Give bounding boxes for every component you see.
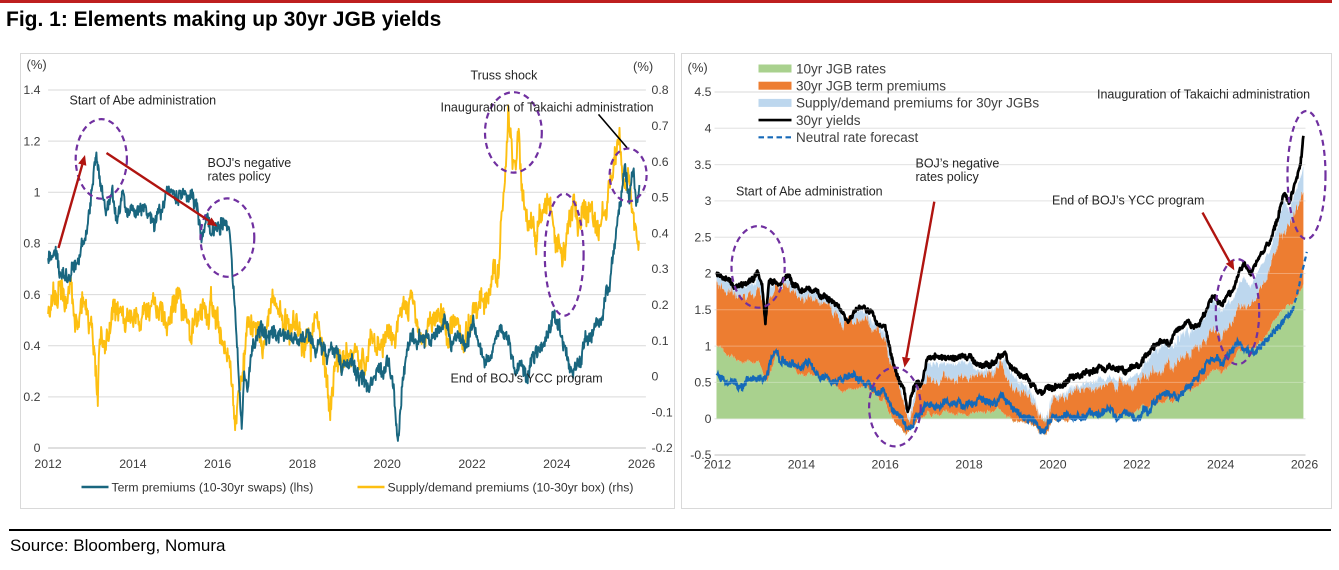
svg-text:1: 1 <box>33 186 40 200</box>
svg-text:0: 0 <box>33 441 40 455</box>
svg-text:Term premiums (10-30yr swaps): Term premiums (10-30yr swaps) (lhs) <box>111 481 313 495</box>
svg-text:3.5: 3.5 <box>694 158 711 172</box>
svg-text:(%): (%) <box>26 57 46 72</box>
svg-text:rates policy: rates policy <box>207 170 271 184</box>
svg-text:2018: 2018 <box>288 457 316 471</box>
svg-text:1.5: 1.5 <box>694 303 711 317</box>
svg-text:0.8: 0.8 <box>23 237 40 251</box>
svg-text:1.4: 1.4 <box>23 83 40 97</box>
svg-text:2022: 2022 <box>458 457 486 471</box>
svg-text:0.1: 0.1 <box>651 334 668 348</box>
svg-text:BOJ’s negative: BOJ’s negative <box>915 157 999 171</box>
svg-text:0.6: 0.6 <box>23 288 40 302</box>
svg-text:2012: 2012 <box>34 457 62 471</box>
svg-text:0.8: 0.8 <box>651 83 668 97</box>
svg-text:0.7: 0.7 <box>651 119 668 133</box>
svg-text:-0.1: -0.1 <box>651 405 672 419</box>
svg-text:0: 0 <box>704 412 711 426</box>
svg-text:(%): (%) <box>687 60 707 75</box>
svg-text:0.2: 0.2 <box>23 390 40 404</box>
svg-text:-0.5: -0.5 <box>690 448 711 462</box>
svg-text:Inauguration of Takaichi admin: Inauguration of Takaichi administration <box>1097 88 1310 102</box>
svg-text:Inauguration of Takaichi admin: Inauguration of Takaichi administration <box>440 101 653 115</box>
svg-text:2016: 2016 <box>204 457 232 471</box>
svg-text:2026: 2026 <box>1290 458 1318 472</box>
svg-text:3: 3 <box>704 194 711 208</box>
svg-text:2.5: 2.5 <box>694 230 711 244</box>
svg-text:-0.2: -0.2 <box>651 441 672 455</box>
svg-text:10yr JGB rates: 10yr JGB rates <box>796 61 886 76</box>
svg-text:4: 4 <box>704 122 711 136</box>
svg-text:Supply/demand premiums for 30y: Supply/demand premiums for 30yr JGBs <box>796 96 1039 111</box>
svg-text:1: 1 <box>704 339 711 353</box>
svg-text:4.5: 4.5 <box>694 85 711 99</box>
svg-text:30yr yields: 30yr yields <box>796 113 861 128</box>
svg-text:0.5: 0.5 <box>694 376 711 390</box>
svg-text:2018: 2018 <box>955 458 983 472</box>
svg-text:0.4: 0.4 <box>23 339 40 353</box>
svg-text:2020: 2020 <box>1039 458 1067 472</box>
svg-text:Neutral rate forecast: Neutral rate forecast <box>796 130 919 145</box>
svg-text:2026: 2026 <box>627 457 655 471</box>
svg-text:Truss shock: Truss shock <box>470 69 538 83</box>
svg-text:0.4: 0.4 <box>651 226 668 240</box>
svg-text:2022: 2022 <box>1123 458 1151 472</box>
svg-text:0.2: 0.2 <box>651 298 668 312</box>
svg-text:End of BOJ’s YCC program: End of BOJ’s YCC program <box>1052 194 1204 208</box>
svg-text:(%): (%) <box>633 59 653 74</box>
svg-text:2020: 2020 <box>373 457 401 471</box>
svg-text:0: 0 <box>651 370 658 384</box>
svg-text:2014: 2014 <box>787 458 815 472</box>
svg-text:0.5: 0.5 <box>651 191 668 205</box>
svg-text:Start of Abe administration: Start of Abe administration <box>69 94 216 108</box>
svg-text:2012: 2012 <box>703 458 731 472</box>
svg-text:BOJ's negative: BOJ's negative <box>207 156 291 170</box>
svg-text:rates policy: rates policy <box>915 170 979 184</box>
svg-text:Start of Abe administration: Start of Abe administration <box>736 185 883 199</box>
svg-text:2016: 2016 <box>871 458 899 472</box>
svg-text:30yr JGB term premiums: 30yr JGB term premiums <box>796 79 946 94</box>
svg-text:0.6: 0.6 <box>651 155 668 169</box>
svg-text:Supply/demand premiums (10-30y: Supply/demand premiums (10-30yr box) (rh… <box>387 481 633 495</box>
svg-text:0.3: 0.3 <box>651 262 668 276</box>
svg-text:2024: 2024 <box>1207 458 1235 472</box>
svg-text:2024: 2024 <box>543 457 571 471</box>
svg-text:2014: 2014 <box>119 457 147 471</box>
svg-text:1.2: 1.2 <box>23 134 40 148</box>
svg-text:2: 2 <box>704 267 711 281</box>
svg-text:End of BOJ's YCC program: End of BOJ's YCC program <box>450 372 602 386</box>
